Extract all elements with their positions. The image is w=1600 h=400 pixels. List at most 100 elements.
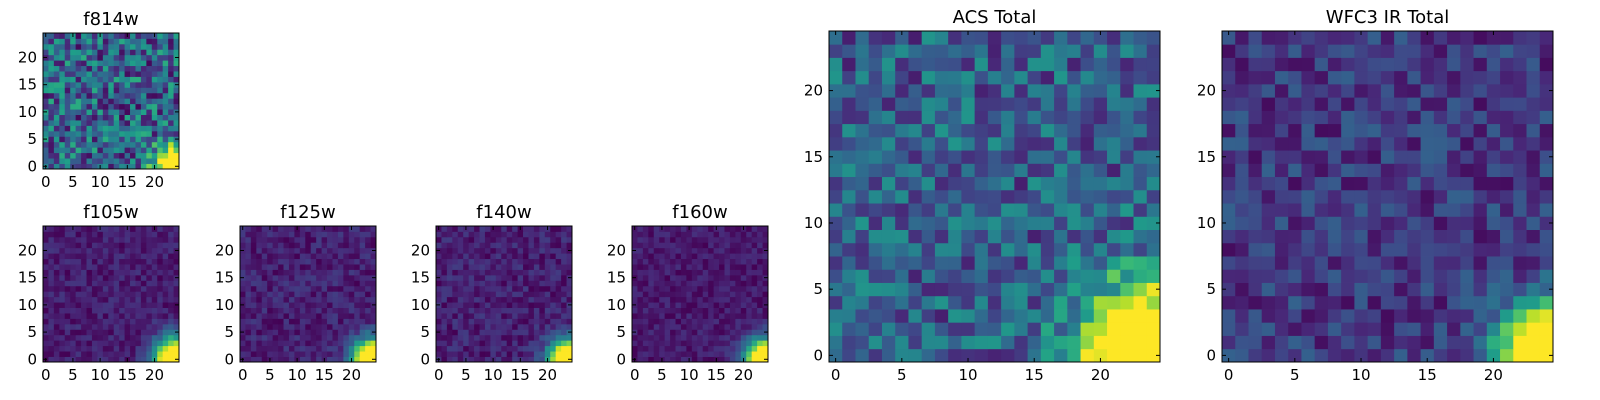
heatmap-cell [113, 247, 120, 254]
heatmap-cell [278, 269, 284, 276]
heatmap-cell [648, 226, 655, 232]
heatmap-cell [299, 258, 306, 265]
heatmap-cell [446, 280, 453, 287]
heatmap-cell [523, 296, 529, 303]
heatmap-cell [550, 236, 557, 243]
heatmap-cell [495, 236, 502, 243]
heatmap-cell [305, 307, 312, 314]
heatmap-cell [452, 226, 459, 232]
heatmap-cell [370, 334, 377, 341]
heatmap-cell [245, 334, 252, 341]
heatmap-cell [108, 71, 115, 77]
heatmap-cell [1420, 229, 1435, 244]
heatmap-cell [446, 236, 453, 243]
heatmap-cell [868, 242, 883, 257]
heatmap-cell [113, 231, 120, 238]
heatmap-cell [713, 351, 720, 357]
heatmap-cell [1327, 150, 1342, 164]
heatmap-cell [1341, 31, 1355, 45]
heatmap-cell [908, 242, 923, 257]
heatmap-cell [881, 348, 896, 363]
heatmap-cell [64, 54, 71, 61]
heatmap-cell [719, 274, 725, 281]
heatmap-cell [908, 70, 923, 85]
heatmap-cell [343, 351, 350, 357]
heatmap-cell [97, 340, 104, 347]
heatmap-cell [162, 163, 169, 170]
heatmap-cell [463, 302, 470, 308]
heatmap-cell [479, 334, 486, 341]
heatmap-cell [719, 307, 725, 314]
heatmap-cell [81, 81, 87, 88]
heatmap-cell [332, 264, 339, 270]
heatmap-cell [48, 54, 55, 61]
heatmap-cell [97, 345, 104, 352]
heatmap-cell [1080, 123, 1095, 138]
heatmap-cell [948, 70, 962, 85]
heatmap-cell [528, 285, 535, 292]
heatmap-cell [680, 242, 687, 249]
heatmap-cell [479, 285, 486, 292]
heatmap-cell [934, 203, 949, 217]
heatmap-cell [1093, 70, 1108, 85]
heatmap-cell [1288, 136, 1302, 151]
heatmap-cell [365, 258, 371, 265]
heatmap-cell [1420, 176, 1435, 191]
heatmap-cell [719, 280, 725, 287]
heatmap-cell [501, 269, 508, 276]
heatmap-cell [102, 231, 109, 238]
heatmap-cell [1394, 57, 1408, 72]
heatmap-cell [53, 152, 60, 159]
heatmap-cell [708, 236, 714, 243]
heatmap-cell [130, 109, 136, 115]
heatmap-cell [108, 98, 115, 105]
heatmap-cell [632, 318, 638, 325]
heatmap-cell [59, 351, 66, 357]
heatmap-cell [1420, 309, 1435, 323]
heatmap-cell [468, 291, 475, 298]
heatmap-cell [240, 258, 246, 265]
heatmap-cell [1001, 269, 1015, 283]
heatmap-cell [1120, 322, 1134, 336]
heatmap-cell [512, 274, 518, 281]
heatmap-cell [751, 236, 758, 243]
heatmap-cell [91, 125, 98, 132]
heatmap-cell [91, 307, 98, 314]
heatmap-cell [523, 285, 529, 292]
heatmap-cell [332, 307, 339, 314]
heatmap-cell [457, 334, 464, 341]
heatmap-cell [479, 258, 486, 265]
heatmap-cell [332, 296, 339, 303]
heatmap-cell [310, 253, 317, 260]
heatmap-cell [974, 97, 989, 111]
heatmap-cell [102, 258, 109, 265]
heatmap-cell [108, 258, 115, 265]
heatmap-cell [1433, 203, 1448, 217]
heatmap-cell [124, 76, 131, 83]
heatmap-cell [474, 296, 480, 303]
heatmap-cell [43, 147, 49, 154]
heatmap-cell [240, 269, 246, 276]
heatmap-cell [697, 231, 704, 238]
heatmap-cell [173, 152, 180, 159]
heatmap-cell [659, 247, 666, 254]
heatmap-cell [729, 242, 736, 249]
heatmap-cell [1367, 335, 1382, 350]
heatmap-cell [1301, 150, 1316, 164]
heatmap-cell [1486, 189, 1501, 204]
heatmap-cell [642, 280, 649, 287]
heatmap-cell [70, 49, 77, 56]
heatmap-cell [740, 236, 747, 243]
heatmap-cell [1380, 70, 1395, 85]
heatmap-cell [140, 60, 147, 67]
heatmap-cell [653, 226, 660, 232]
heatmap-cell [1222, 269, 1236, 283]
heatmap-cell [686, 269, 693, 276]
heatmap-cell [86, 226, 93, 232]
heatmap-cell [130, 141, 136, 148]
heatmap-cell [245, 242, 252, 249]
heatmap-cell [59, 54, 66, 61]
heatmap-cell [113, 296, 120, 303]
heatmap-cell [881, 136, 896, 151]
heatmap-cell [506, 296, 513, 303]
